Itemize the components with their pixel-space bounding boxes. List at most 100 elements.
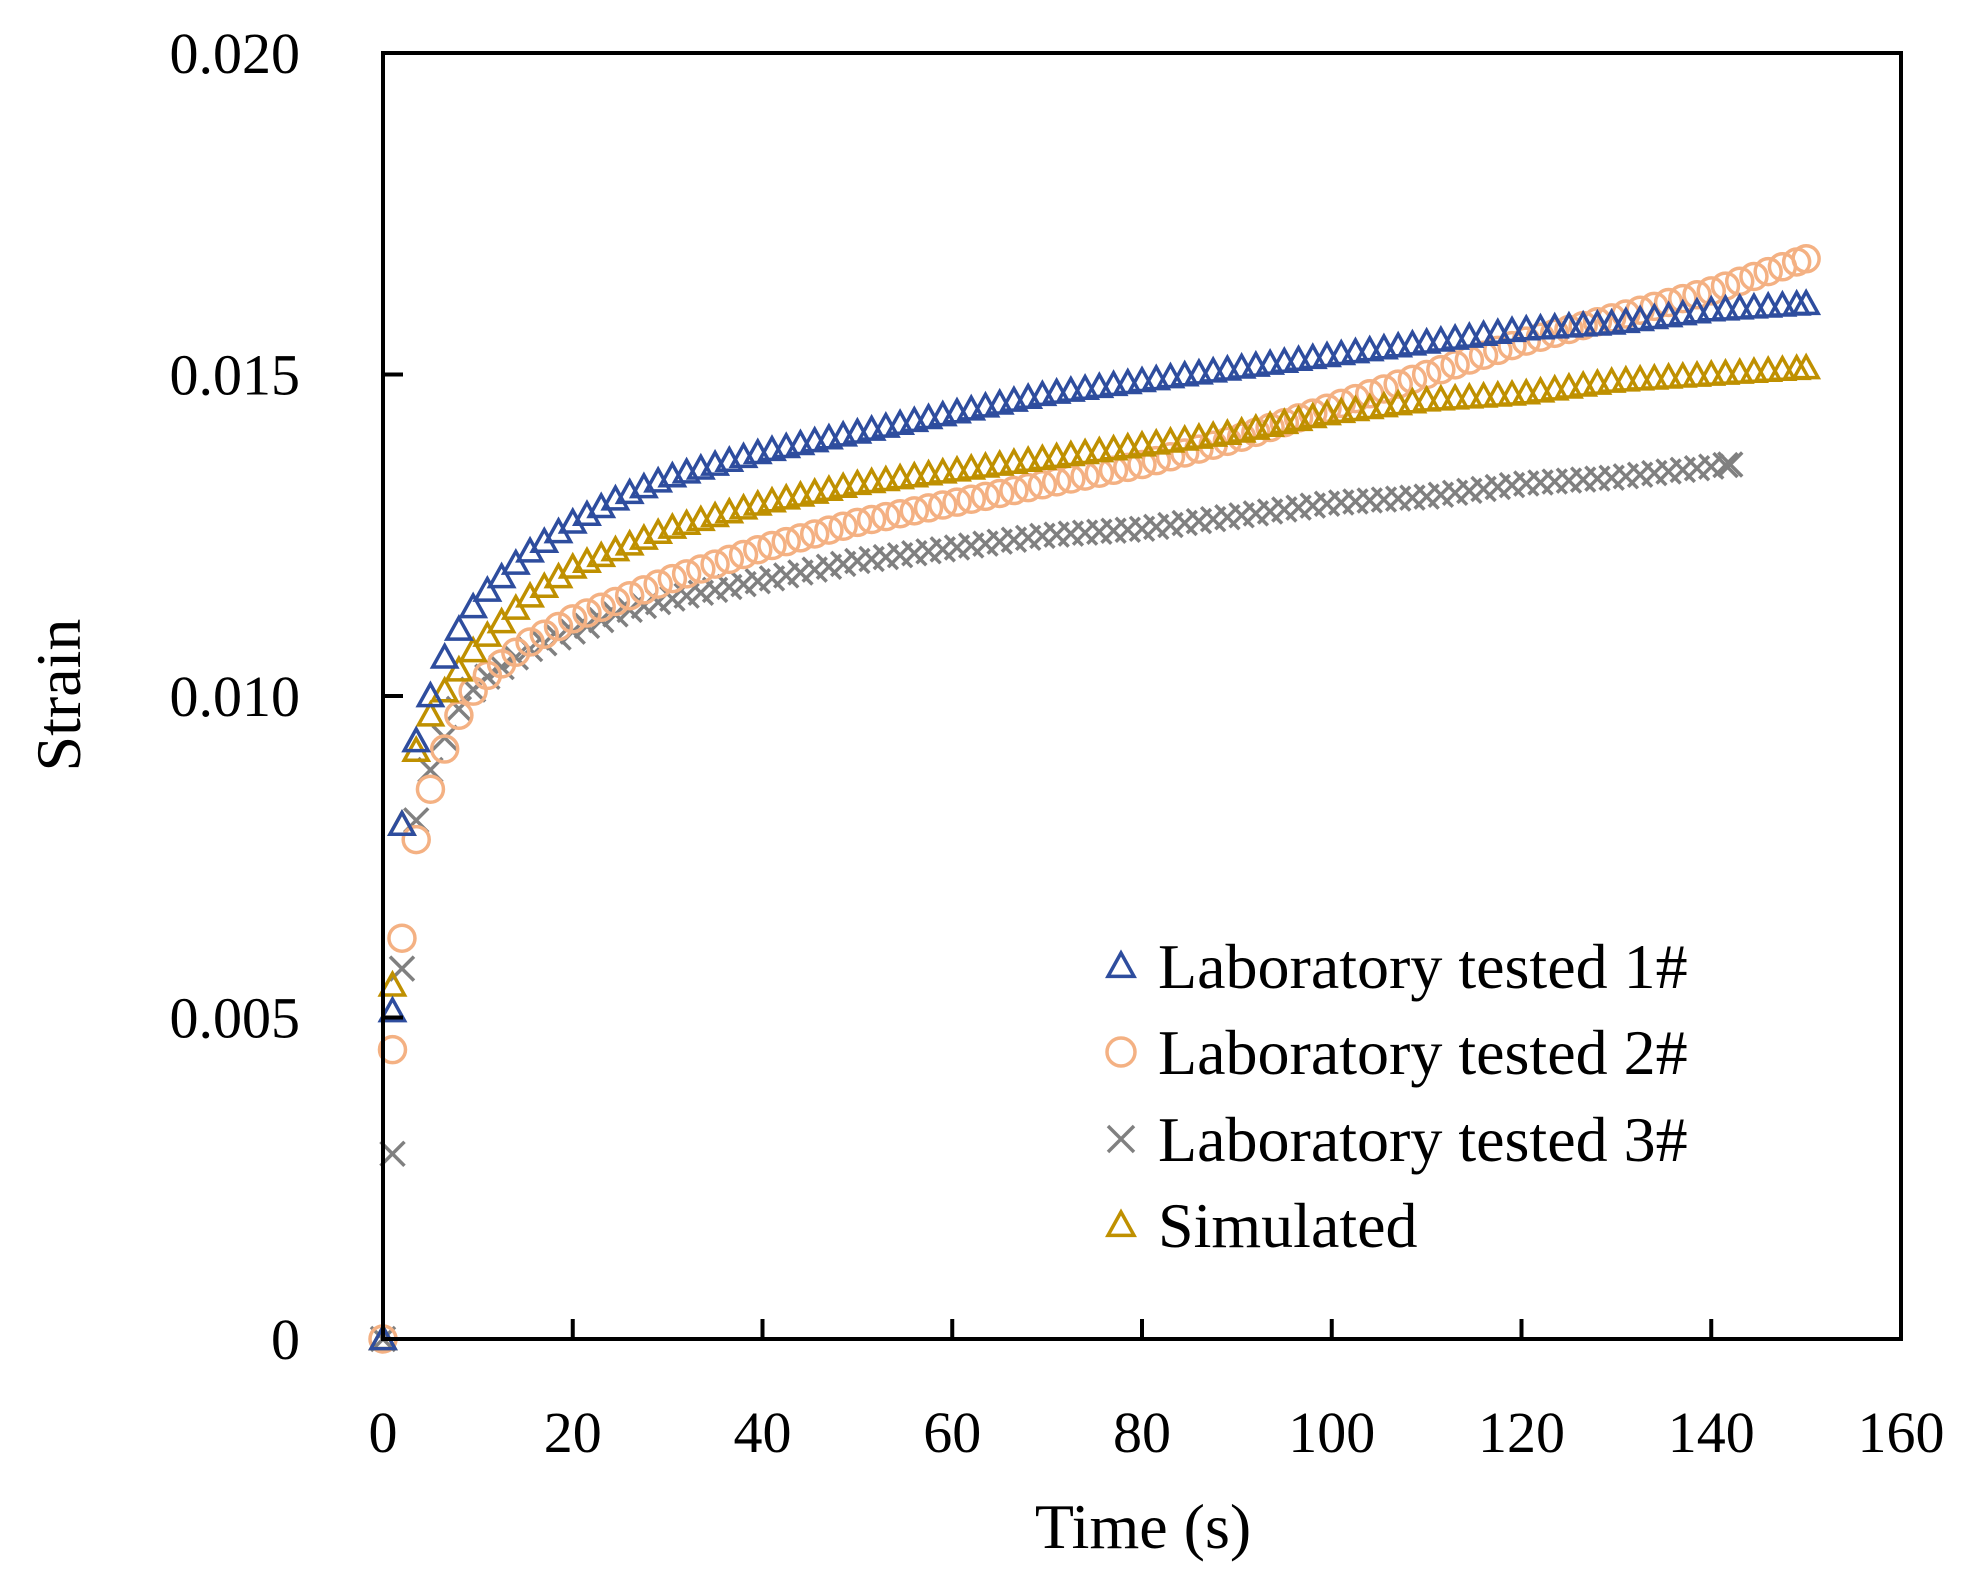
data-point bbox=[486, 606, 517, 634]
data-point bbox=[377, 995, 408, 1023]
legend-item: Laboratory tested 3# bbox=[1106, 1104, 1688, 1175]
data-point bbox=[515, 627, 545, 657]
data-point bbox=[472, 619, 503, 647]
data-point bbox=[1483, 335, 1513, 366]
data-point bbox=[1753, 256, 1783, 287]
data-point bbox=[686, 554, 716, 584]
y-tick-label: 0.020 bbox=[170, 21, 301, 86]
series-2 bbox=[368, 244, 1821, 1354]
data-point bbox=[558, 604, 588, 634]
data-point bbox=[1454, 345, 1485, 375]
data-point bbox=[984, 478, 1015, 509]
data-point bbox=[714, 544, 745, 575]
data-point bbox=[377, 1034, 408, 1065]
data-point bbox=[1468, 340, 1499, 370]
data-point bbox=[1141, 445, 1171, 476]
data-point bbox=[771, 526, 801, 557]
x-tick-label: 0 bbox=[369, 1400, 398, 1465]
data-point bbox=[1113, 452, 1143, 483]
data-point bbox=[486, 561, 517, 589]
data-point bbox=[614, 580, 645, 611]
data-point bbox=[928, 490, 958, 520]
legend-marker-triangle bbox=[1105, 1208, 1137, 1238]
data-point bbox=[586, 592, 616, 623]
legend-label: Laboratory tested 1# bbox=[1158, 931, 1688, 1002]
data-point bbox=[842, 507, 873, 538]
data-point bbox=[429, 675, 460, 703]
data-point bbox=[1369, 374, 1399, 404]
data-point bbox=[956, 484, 986, 514]
legend: Laboratory tested 1# Laboratory tested 2#… bbox=[1105, 931, 1688, 1261]
data-point bbox=[401, 824, 431, 855]
legend-item: Laboratory tested 2# bbox=[1105, 1017, 1688, 1088]
data-point bbox=[999, 475, 1029, 506]
data-point bbox=[472, 574, 503, 602]
series-3 bbox=[369, 451, 1744, 1353]
data-point bbox=[1712, 451, 1739, 479]
data-point bbox=[1716, 451, 1744, 478]
data-point bbox=[1791, 352, 1822, 380]
y-tick-label: 0.010 bbox=[170, 664, 301, 729]
data-point bbox=[1724, 266, 1755, 297]
data-point bbox=[728, 539, 759, 570]
data-point bbox=[401, 725, 432, 753]
data-point bbox=[572, 499, 602, 527]
data-point bbox=[1411, 359, 1442, 390]
data-point bbox=[1696, 276, 1726, 306]
y-axis-label: Strain bbox=[23, 619, 94, 772]
data-point bbox=[600, 586, 631, 617]
data-point bbox=[387, 808, 417, 836]
data-point bbox=[1426, 354, 1456, 385]
data-point bbox=[1383, 369, 1413, 399]
data-point bbox=[415, 680, 446, 708]
legend-marker-circle bbox=[1105, 1036, 1137, 1068]
x-tick-label: 60 bbox=[923, 1400, 981, 1465]
data-point bbox=[586, 491, 617, 519]
data-point bbox=[429, 734, 460, 764]
legend-item: Simulated bbox=[1105, 1190, 1418, 1261]
x-tick-label: 100 bbox=[1288, 1400, 1375, 1465]
data-point bbox=[856, 504, 887, 535]
data-point bbox=[629, 575, 659, 605]
data-point bbox=[1682, 280, 1712, 310]
legend-item: Laboratory tested 1# bbox=[1105, 931, 1688, 1002]
data-point bbox=[1791, 288, 1822, 316]
data-point bbox=[415, 774, 446, 804]
y-tick-label: 0 bbox=[271, 1307, 300, 1372]
data-point bbox=[899, 496, 930, 526]
x-tick-label: 160 bbox=[1858, 1400, 1945, 1465]
data-point bbox=[1668, 283, 1698, 314]
data-point bbox=[1739, 261, 1769, 292]
x-tick-label: 140 bbox=[1668, 1400, 1755, 1465]
data-point bbox=[700, 549, 730, 579]
data-point bbox=[1169, 438, 1200, 468]
data-point bbox=[429, 641, 460, 669]
data-point bbox=[387, 923, 417, 953]
x-tick-label: 20 bbox=[544, 1400, 602, 1465]
x-tick-labels: 0 20 40 60 80 100 120 140 160 bbox=[369, 1400, 1945, 1465]
data-point bbox=[913, 493, 944, 523]
data-point bbox=[743, 534, 773, 565]
legend-marker-triangle bbox=[1105, 949, 1137, 979]
legend-marker-x bbox=[1106, 1124, 1136, 1154]
data-point bbox=[1440, 350, 1470, 380]
data-point bbox=[942, 487, 972, 517]
data-marks bbox=[368, 244, 1822, 1354]
x-tick-label: 120 bbox=[1478, 1400, 1565, 1465]
data-point bbox=[671, 559, 702, 589]
legend-label: Laboratory tested 2# bbox=[1158, 1017, 1688, 1088]
data-point bbox=[1791, 244, 1821, 274]
data-point bbox=[443, 654, 474, 682]
y-tick-labels: 0 0.005 0.010 0.015 0.020 bbox=[170, 21, 301, 1372]
legend-label: Laboratory tested 3# bbox=[1158, 1104, 1688, 1175]
y-tick-label: 0.005 bbox=[170, 986, 301, 1051]
data-point bbox=[828, 511, 858, 541]
y-tick-label: 0.015 bbox=[170, 343, 301, 408]
data-point bbox=[970, 481, 1001, 512]
data-point bbox=[1155, 442, 1186, 472]
x-axis-label: Time (s) bbox=[1035, 1491, 1251, 1562]
data-point bbox=[572, 598, 602, 628]
data-point bbox=[377, 969, 408, 997]
data-point bbox=[1497, 330, 1527, 361]
